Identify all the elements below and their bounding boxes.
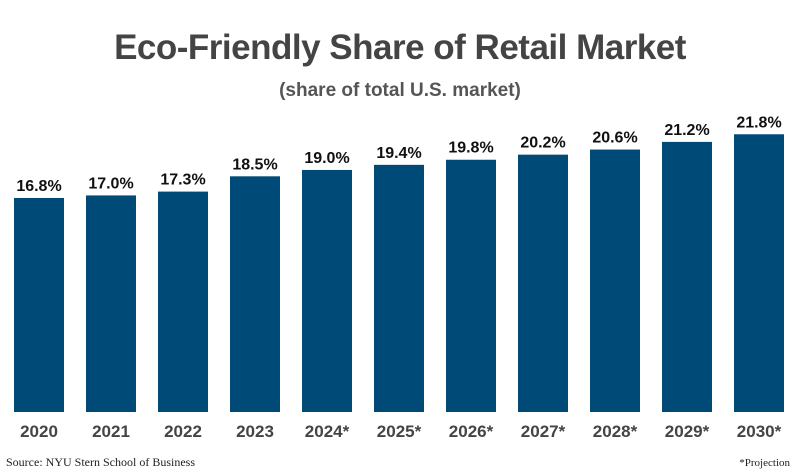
projection-note: *Projection xyxy=(739,457,790,469)
x-tick-label: 2021 xyxy=(92,422,130,441)
bar-2029* xyxy=(662,141,712,413)
bar-2030* xyxy=(734,134,784,412)
x-tick-label: 2025* xyxy=(377,422,422,441)
data-label: 17.0% xyxy=(88,175,133,192)
bar-2023 xyxy=(230,176,280,412)
data-label: 18.5% xyxy=(232,156,277,173)
x-tick-label: 2024* xyxy=(305,422,350,441)
x-tick-label: 2026* xyxy=(449,422,494,441)
data-label: 19.0% xyxy=(304,150,349,167)
bar-2022 xyxy=(158,191,208,412)
data-label: 20.6% xyxy=(592,130,637,147)
data-label: 16.8% xyxy=(16,178,61,195)
chart-title: Eco-Friendly Share of Retail Market xyxy=(114,28,686,67)
data-label: 20.2% xyxy=(520,135,565,152)
data-label: 19.8% xyxy=(448,140,493,157)
x-tick-label: 2023 xyxy=(236,422,274,441)
bar-2021 xyxy=(86,195,136,412)
bar-2025* xyxy=(374,164,424,412)
x-tick-label: 2027* xyxy=(521,422,566,441)
x-tick-label: 2022 xyxy=(164,422,202,441)
bar-2027* xyxy=(518,154,568,413)
data-label: 21.2% xyxy=(664,122,709,139)
x-tick-label: 2028* xyxy=(593,422,638,441)
x-tick-label: 2029* xyxy=(665,422,710,441)
x-tick-label: 2020 xyxy=(20,422,58,441)
bar-2024* xyxy=(302,169,352,412)
bar-2028* xyxy=(590,149,640,412)
bar-2020 xyxy=(14,197,64,412)
source-note: Source: NYU Stern School of Business xyxy=(6,455,195,469)
chart-subtitle: (share of total U.S. market) xyxy=(279,80,521,101)
data-label: 21.8% xyxy=(736,114,781,131)
bar-2026* xyxy=(446,159,496,412)
data-label: 19.4% xyxy=(376,145,421,162)
x-tick-label: 2030* xyxy=(737,422,782,441)
data-label: 17.3% xyxy=(160,172,205,189)
